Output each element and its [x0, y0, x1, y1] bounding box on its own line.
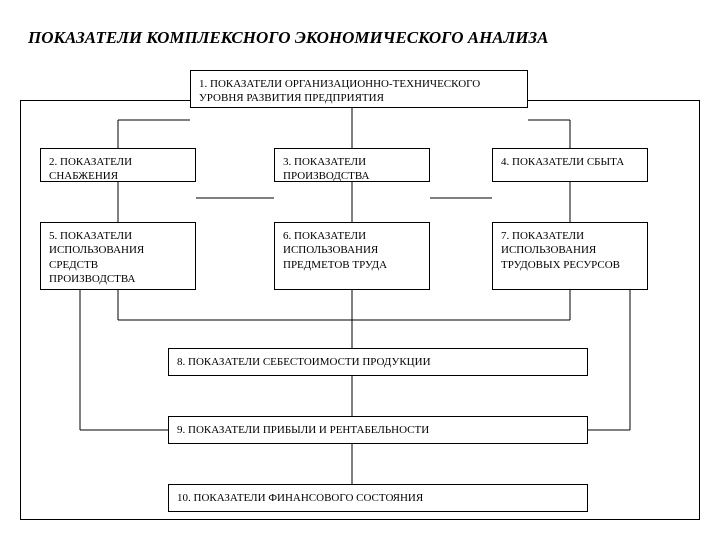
box-1: 1. ПОКАЗАТЕЛИ ОРГАНИЗАЦИОННО-ТЕХНИЧЕСКОГ…: [190, 70, 528, 108]
box-8: 8. ПОКАЗАТЕЛИ СЕБЕСТОИМОСТИ ПРОДУКЦИИ: [168, 348, 588, 376]
box-2: 2. ПОКАЗАТЕЛИ СНАБЖЕНИЯ: [40, 148, 196, 182]
page-title: ПОКАЗАТЕЛИ КОМПЛЕКСНОГО ЭКОНОМИЧЕСКОГО А…: [28, 28, 700, 48]
box-9: 9. ПОКАЗАТЕЛИ ПРИБЫЛИ И РЕНТАБЕЛЬНОСТИ: [168, 416, 588, 444]
box-3: 3. ПОКАЗАТЕЛИ ПРОИЗВОДСТВА: [274, 148, 430, 182]
diagram-container: 1. ПОКАЗАТЕЛИ ОРГАНИЗАЦИОННО-ТЕХНИЧЕСКОГ…: [20, 70, 700, 530]
box-5: 5. ПОКАЗАТЕЛИ ИСПОЛЬЗОВАНИЯ СРЕДСТВ ПРОИ…: [40, 222, 196, 290]
box-6: 6. ПОКАЗАТЕЛИ ИСПОЛЬЗОВАНИЯ ПРЕДМЕТОВ ТР…: [274, 222, 430, 290]
box-4: 4. ПОКАЗАТЕЛИ СБЫТА: [492, 148, 648, 182]
box-10: 10. ПОКАЗАТЕЛИ ФИНАНСОВОГО СОСТОЯНИЯ: [168, 484, 588, 512]
box-7: 7. ПОКАЗАТЕЛИ ИСПОЛЬЗОВАНИЯ ТРУДОВЫХ РЕС…: [492, 222, 648, 290]
